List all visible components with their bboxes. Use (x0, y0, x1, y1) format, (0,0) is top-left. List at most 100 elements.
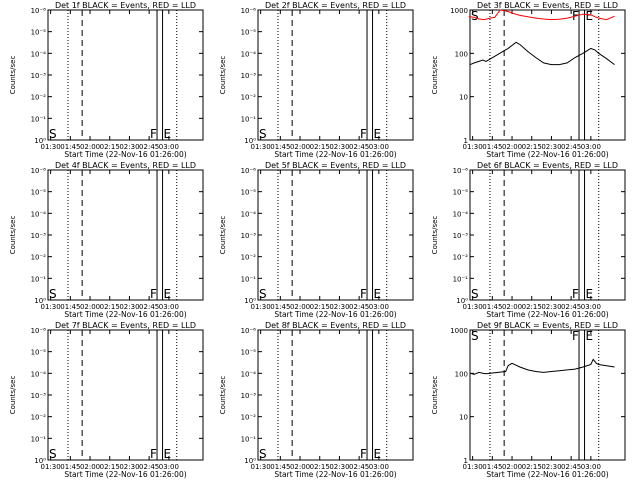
x-tick-label: 03:00 (581, 303, 601, 311)
x-tick-label: 03:00 (581, 143, 601, 151)
x-tick-label: 01:30 (41, 143, 61, 151)
y-tick-label: 10⁻⁶ (241, 7, 257, 15)
y-tick-label: 1000 (450, 7, 468, 15)
y-tick-label: 1000 (450, 327, 468, 335)
x-tick-label: 01:30 (251, 463, 271, 471)
detector-panel: Det 2f BLACK = Events, RED = LLD 01:30 01:… (219, 1, 414, 159)
marker-e: E (586, 287, 594, 301)
y-tick-label: 10⁻¹ (241, 275, 257, 283)
x-axis-label: Start Time (22-Nov-16 01:26:00) (274, 310, 396, 319)
marker-s: S (471, 287, 479, 301)
y-tick-label: 10⁻⁶ (241, 167, 257, 175)
x-axis-label: Start Time (22-Nov-16 01:26:00) (274, 470, 396, 479)
y-tick-label: 10⁰ (456, 297, 468, 305)
marker-f: F (150, 127, 157, 141)
y-axis-label: Counts/sec (431, 216, 439, 255)
x-tick-label: 01:45 (482, 303, 502, 311)
x-tick-label: 03:00 (581, 463, 601, 471)
x-tick-label: 03:00 (159, 463, 179, 471)
series-line (470, 358, 615, 375)
y-axis-label: Counts/sec (219, 56, 227, 95)
x-tick-label: 01:45 (482, 463, 502, 471)
x-tick-label: 02:45 (561, 463, 581, 471)
x-tick-label: 01:45 (270, 143, 290, 151)
x-tick-label: 02:00 (80, 463, 100, 471)
detector-panel: Det 6f BLACK = Events, RED = LLD 01:30 01:… (431, 161, 626, 319)
x-tick-label: 02:45 (349, 463, 369, 471)
plot-frame (47, 9, 204, 141)
x-tick-label: 02:30 (329, 143, 349, 151)
x-axis-label: Start Time (22-Nov-16 01:26:00) (486, 150, 608, 159)
x-tick-label: 02:45 (139, 303, 159, 311)
y-tick-label: 10⁻² (31, 254, 47, 262)
marker-e: E (374, 447, 382, 461)
marker-s: S (49, 287, 57, 301)
y-tick-label: 10⁻⁵ (241, 189, 257, 197)
y-tick-label: 10⁻⁴ (241, 50, 257, 58)
x-tick-label: 03:00 (369, 143, 389, 151)
y-tick-label: 10⁰ (34, 457, 46, 465)
x-tick-label: 01:30 (463, 303, 483, 311)
panel-title: Det 4f BLACK = Events, RED = LLD (55, 161, 196, 170)
y-tick-label: 10⁻² (241, 254, 257, 262)
y-axis-label: Counts/sec (9, 56, 17, 95)
y-tick-label: 1 (464, 457, 468, 465)
y-tick-label: 10⁻³ (31, 392, 47, 400)
x-tick-label: 02:30 (541, 463, 561, 471)
y-tick-label: 10⁻¹ (31, 115, 47, 123)
marker-s: S (471, 329, 479, 343)
x-tick-label: 01:30 (41, 463, 61, 471)
y-axis-label: Counts/sec (9, 216, 17, 255)
plot-frame (47, 169, 204, 301)
x-tick-label: 02:30 (541, 303, 561, 311)
x-tick-label: 01:45 (60, 143, 80, 151)
x-tick-label: 01:45 (60, 463, 80, 471)
y-tick-label: 10⁻² (31, 414, 47, 422)
detector-panel: Det 4f BLACK = Events, RED = LLD 01:30 01:… (9, 161, 204, 319)
y-tick-label: 10⁻² (31, 94, 47, 102)
y-tick-label: 10⁻³ (241, 232, 257, 240)
x-tick-label: 02:30 (119, 303, 139, 311)
x-tick-label: 03:00 (159, 143, 179, 151)
x-tick-label: 01:30 (251, 303, 271, 311)
y-tick-label: 10⁻¹ (453, 275, 469, 283)
plot-frame (257, 169, 414, 301)
detector-panel: Det 5f BLACK = Events, RED = LLD 01:30 01:… (219, 161, 414, 319)
y-tick-label: 10⁻⁴ (31, 370, 47, 378)
y-tick-label: 10⁰ (244, 457, 256, 465)
y-tick-label: 10⁻⁶ (241, 327, 257, 335)
y-tick-label: 10⁰ (34, 137, 46, 145)
plot-frame (469, 169, 626, 301)
marker-e: E (164, 447, 172, 461)
y-tick-label: 10⁻³ (241, 392, 257, 400)
x-tick-label: 02:15 (522, 303, 542, 311)
marker-s: S (259, 287, 267, 301)
y-tick-label: 10⁻⁵ (453, 189, 469, 197)
x-tick-label: 02:00 (80, 143, 100, 151)
x-tick-label: 03:00 (369, 463, 389, 471)
x-tick-label: 02:15 (522, 143, 542, 151)
y-axis-label: Counts/sec (219, 376, 227, 415)
panel-title: Det 7f BLACK = Events, RED = LLD (55, 321, 196, 330)
x-tick-label: 02:00 (502, 303, 522, 311)
x-tick-label: 01:30 (251, 143, 271, 151)
marker-f: F (360, 447, 367, 461)
x-tick-label: 02:30 (541, 143, 561, 151)
x-tick-label: 02:00 (290, 463, 310, 471)
x-tick-label: 01:30 (41, 303, 61, 311)
plot-frame (257, 329, 414, 461)
y-axis-label: Counts/sec (219, 216, 227, 255)
x-tick-label: 02:15 (100, 463, 120, 471)
marker-s: S (49, 447, 57, 461)
y-tick-label: 10⁻³ (241, 72, 257, 80)
x-axis-label: Start Time (22-Nov-16 01:26:00) (486, 310, 608, 319)
x-tick-label: 01:45 (270, 303, 290, 311)
y-tick-label: 10⁻¹ (241, 435, 257, 443)
y-tick-label: 10⁻¹ (241, 115, 257, 123)
marker-e: E (164, 127, 172, 141)
x-tick-label: 02:45 (349, 143, 369, 151)
x-tick-label: 01:45 (482, 143, 502, 151)
y-tick-label: 10⁻⁵ (31, 349, 47, 357)
y-tick-label: 10⁻⁶ (31, 7, 47, 15)
